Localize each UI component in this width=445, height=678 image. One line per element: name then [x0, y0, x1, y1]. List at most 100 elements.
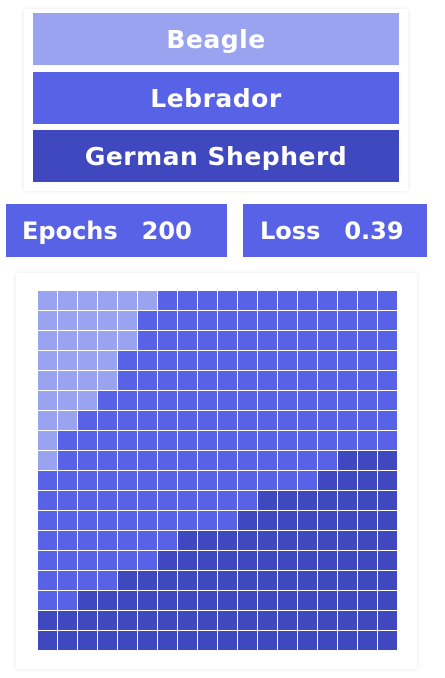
heatmap-cell: [198, 431, 217, 450]
legend-item-german-shepherd[interactable]: German Shepherd: [33, 130, 399, 182]
heatmap-cell: [98, 291, 117, 310]
heatmap-cell: [78, 431, 97, 450]
heatmap-cell: [58, 311, 77, 330]
heatmap-cell: [338, 631, 357, 650]
heatmap-cell: [98, 451, 117, 470]
heatmap-cell: [258, 351, 277, 370]
heatmap-cell: [178, 571, 197, 590]
heatmap-cell: [38, 551, 57, 570]
loss-label: Loss: [260, 216, 321, 245]
heatmap-cell: [158, 591, 177, 610]
heatmap-cell: [118, 291, 137, 310]
heatmap-cell: [318, 431, 337, 450]
heatmap-cell: [138, 451, 157, 470]
heatmap-cell: [338, 371, 357, 390]
heatmap-cell: [158, 471, 177, 490]
heatmap-cell: [378, 451, 397, 470]
heatmap-cell: [298, 491, 317, 510]
heatmap-cell: [258, 611, 277, 630]
heatmap-cell: [118, 551, 137, 570]
heatmap-cell: [358, 351, 377, 370]
heatmap-cell: [158, 491, 177, 510]
heatmap-cell: [278, 411, 297, 430]
heatmap-cell: [218, 351, 237, 370]
heatmap-cell: [338, 291, 357, 310]
heatmap-cell: [278, 391, 297, 410]
heatmap-cell: [258, 631, 277, 650]
heatmap-cell: [258, 491, 277, 510]
heatmap-cell: [198, 591, 217, 610]
heatmap-cell: [338, 591, 357, 610]
heatmap-cell: [138, 511, 157, 530]
heatmap-cell: [378, 371, 397, 390]
heatmap-cell: [118, 371, 137, 390]
heatmap-cell: [318, 611, 337, 630]
heatmap-cell: [258, 311, 277, 330]
heatmap-cell: [198, 331, 217, 350]
heatmap-cell: [178, 471, 197, 490]
heatmap-cell: [358, 531, 377, 550]
legend-item-beagle[interactable]: Beagle: [33, 13, 399, 65]
heatmap-cell: [338, 491, 357, 510]
heatmap-cell: [38, 491, 57, 510]
heatmap-cell: [278, 371, 297, 390]
heatmap-cell: [138, 551, 157, 570]
heatmap-cell: [318, 331, 337, 350]
heatmap-cell: [78, 611, 97, 630]
heatmap-cell: [118, 311, 137, 330]
heatmap-cell: [78, 531, 97, 550]
heatmap-cell: [218, 391, 237, 410]
heatmap-cell: [138, 331, 157, 350]
heatmap-cell: [58, 511, 77, 530]
heatmap-cell: [38, 451, 57, 470]
heatmap-cell: [38, 571, 57, 590]
heatmap-cell: [78, 331, 97, 350]
heatmap-cell: [178, 431, 197, 450]
heatmap-cell: [338, 471, 357, 490]
heatmap-cell: [58, 591, 77, 610]
heatmap-cell: [298, 391, 317, 410]
heatmap-cell: [218, 531, 237, 550]
heatmap-cell: [298, 311, 317, 330]
heatmap-cell: [118, 631, 137, 650]
heatmap-cell: [138, 291, 157, 310]
heatmap-cell: [198, 511, 217, 530]
heatmap-cell: [198, 291, 217, 310]
heatmap-cell: [378, 551, 397, 570]
heatmap-cell: [78, 371, 97, 390]
heatmap-cell: [178, 611, 197, 630]
legend-item-lebrador[interactable]: Lebrador: [33, 72, 399, 124]
heatmap-cell: [178, 351, 197, 370]
heatmap-cell: [258, 451, 277, 470]
heatmap-cell: [158, 311, 177, 330]
heatmap-cell: [38, 291, 57, 310]
heatmap-cell: [38, 611, 57, 630]
heatmap-cell: [58, 411, 77, 430]
heatmap-cell: [318, 531, 337, 550]
heatmap-cell: [278, 531, 297, 550]
heatmap-cell: [338, 551, 357, 570]
heatmap-cell: [218, 591, 237, 610]
heatmap-cell: [338, 311, 357, 330]
heatmap-cell: [238, 531, 257, 550]
heatmap-cell: [358, 291, 377, 310]
heatmap-cell: [58, 291, 77, 310]
heatmap-cell: [98, 351, 117, 370]
heatmap-cell: [278, 591, 297, 610]
heatmap-cell: [238, 291, 257, 310]
heatmap-cell: [138, 491, 157, 510]
heatmap-cell: [98, 471, 117, 490]
heatmap-cell: [58, 571, 77, 590]
heatmap-cell: [258, 531, 277, 550]
heatmap-cell: [338, 431, 357, 450]
heatmap-cell: [218, 471, 237, 490]
heatmap-cell: [98, 411, 117, 430]
heatmap-cell: [158, 291, 177, 310]
heatmap-cell: [118, 491, 137, 510]
heatmap-cell: [278, 551, 297, 570]
heatmap-cell: [338, 331, 357, 350]
heatmap-cell: [138, 611, 157, 630]
heatmap-cell: [318, 291, 337, 310]
heatmap-cell: [258, 551, 277, 570]
heatmap-cell: [258, 391, 277, 410]
